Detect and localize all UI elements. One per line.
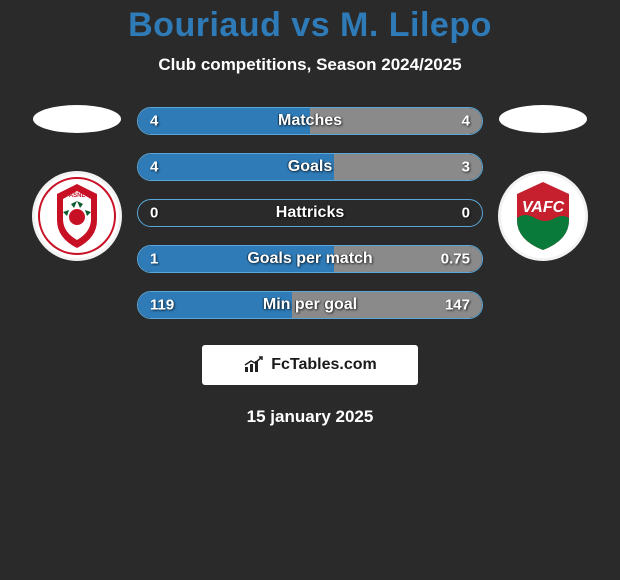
- brand-link[interactable]: FcTables.com: [202, 345, 418, 385]
- subtitle: Club competitions, Season 2024/2025: [158, 55, 461, 75]
- stat-value-left: 119: [150, 297, 174, 314]
- page-title: Bouriaud vs M. Lilepo: [128, 6, 492, 45]
- stat-row: Matches 4 4: [137, 107, 483, 135]
- svg-text:ASNL: ASNL: [69, 193, 86, 199]
- brand-text: FcTables.com: [271, 356, 377, 374]
- stat-value-right: 0: [462, 205, 470, 222]
- asnl-badge-icon: ASNL: [37, 176, 117, 256]
- stat-label: Min per goal: [263, 296, 357, 314]
- stat-label: Hattricks: [276, 204, 344, 222]
- vafc-badge-icon: VAFC: [503, 176, 583, 256]
- stat-row: Hattricks 0 0: [137, 199, 483, 227]
- main-content: ASNL Matches 4 4 Goals 4 3 Hattricks 0 0 Goals pe…: [0, 105, 620, 319]
- stat-label: Goals: [288, 158, 332, 176]
- stat-label: Goals per match: [247, 250, 372, 268]
- stat-value-left: 0: [150, 205, 158, 222]
- right-player-col: VAFC: [483, 105, 603, 261]
- stat-row: Min per goal 119 147: [137, 291, 483, 319]
- comparison-widget: Bouriaud vs M. Lilepo Club competitions,…: [0, 0, 620, 580]
- stat-value-right: 147: [445, 297, 470, 314]
- right-club-badge: VAFC: [498, 171, 588, 261]
- stat-value-left: 1: [150, 251, 158, 268]
- stat-row: Goals 4 3: [137, 153, 483, 181]
- left-player-col: ASNL: [17, 105, 137, 261]
- chart-up-icon: [243, 356, 265, 374]
- right-player-silhouette: [499, 105, 587, 133]
- svg-text:VAFC: VAFC: [522, 199, 565, 216]
- stat-value-right: 0.75: [441, 251, 470, 268]
- date-label: 15 january 2025: [247, 407, 374, 427]
- stat-fill-right: [334, 154, 482, 180]
- stat-value-left: 4: [150, 113, 158, 130]
- stat-value-right: 4: [462, 113, 470, 130]
- stat-value-left: 4: [150, 159, 158, 176]
- stat-rows: Matches 4 4 Goals 4 3 Hattricks 0 0 Goals per mat…: [137, 107, 483, 319]
- left-player-silhouette: [33, 105, 121, 133]
- stat-label: Matches: [278, 112, 342, 130]
- stat-row: Goals per match 1 0.75: [137, 245, 483, 273]
- stat-value-right: 3: [462, 159, 470, 176]
- left-club-badge: ASNL: [32, 171, 122, 261]
